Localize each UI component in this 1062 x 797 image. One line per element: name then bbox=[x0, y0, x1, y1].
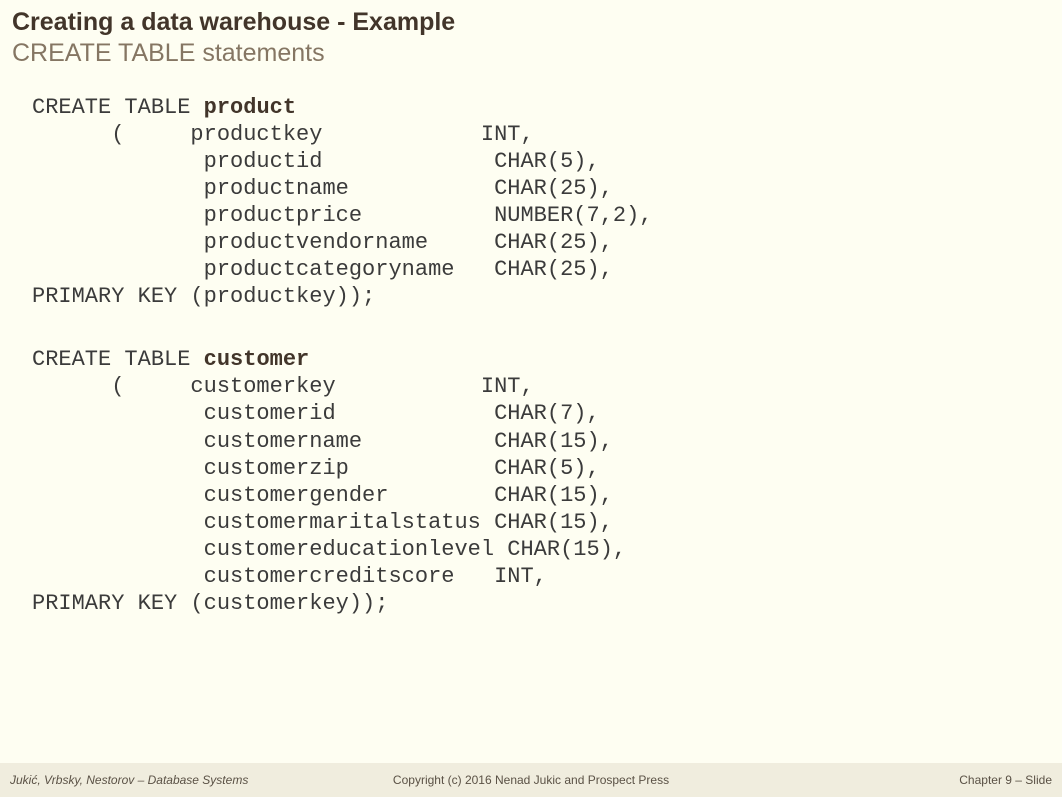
sql-column-line: customergender CHAR(15), bbox=[32, 482, 1050, 509]
sql-column-line: customerid CHAR(7), bbox=[32, 400, 1050, 427]
slide-footer: Jukić, Vrbsky, Nestorov – Database Syste… bbox=[0, 763, 1062, 797]
slide-content: Creating a data warehouse - Example CREA… bbox=[0, 0, 1062, 625]
table-name-customer: customer bbox=[204, 347, 310, 372]
sql-column-line: productvendorname CHAR(25), bbox=[32, 229, 1050, 256]
table-name-product: product bbox=[204, 95, 296, 120]
sql-create-line: CREATE TABLE product bbox=[32, 94, 1050, 121]
sql-column-line: customerzip CHAR(5), bbox=[32, 455, 1050, 482]
create-table-customer: CREATE TABLE customer ( customerkey INT,… bbox=[32, 346, 1050, 616]
footer-chapter: Chapter 9 – Slide bbox=[959, 773, 1052, 787]
sql-column-line: productid CHAR(5), bbox=[32, 148, 1050, 175]
sql-primary-key-line: PRIMARY KEY (customerkey)); bbox=[32, 590, 1050, 617]
block-separator bbox=[32, 310, 1050, 346]
sql-code-block: CREATE TABLE product ( productkey INT, p… bbox=[12, 94, 1050, 617]
sql-primary-key-line: PRIMARY KEY (productkey)); bbox=[32, 283, 1050, 310]
create-table-product: CREATE TABLE product ( productkey INT, p… bbox=[32, 94, 1050, 310]
slide-title: Creating a data warehouse - Example bbox=[12, 8, 1050, 37]
sql-column-line: productprice NUMBER(7,2), bbox=[32, 202, 1050, 229]
sql-column-line: customereducationlevel CHAR(15), bbox=[32, 536, 1050, 563]
footer-copyright: Copyright (c) 2016 Nenad Jukic and Prosp… bbox=[393, 773, 669, 787]
sql-column-line: customername CHAR(15), bbox=[32, 428, 1050, 455]
footer-authors: Jukić, Vrbsky, Nestorov – Database Syste… bbox=[10, 773, 248, 787]
sql-column-line: ( productkey INT, bbox=[32, 121, 1050, 148]
sql-column-line: customermaritalstatus CHAR(15), bbox=[32, 509, 1050, 536]
slide-subtitle: CREATE TABLE statements bbox=[12, 39, 1050, 68]
sql-column-line: customercreditscore INT, bbox=[32, 563, 1050, 590]
sql-create-line: CREATE TABLE customer bbox=[32, 346, 1050, 373]
sql-column-line: ( customerkey INT, bbox=[32, 373, 1050, 400]
sql-column-line: productcategoryname CHAR(25), bbox=[32, 256, 1050, 283]
sql-column-line: productname CHAR(25), bbox=[32, 175, 1050, 202]
